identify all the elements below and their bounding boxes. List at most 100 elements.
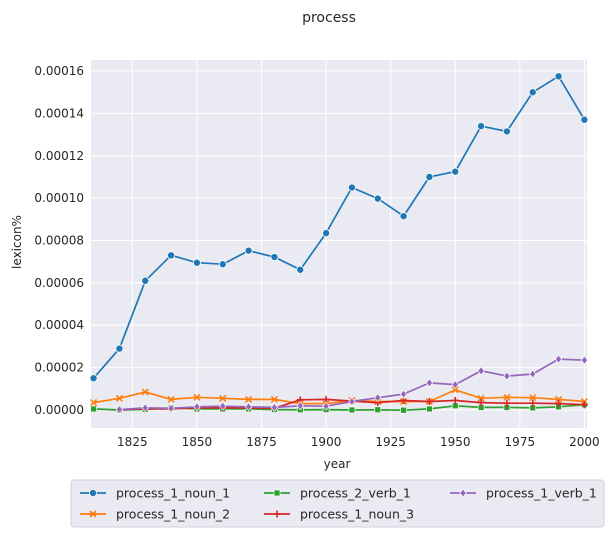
y-tick-label: 0.00008 — [34, 234, 84, 248]
y-tick-label: 0.00012 — [34, 149, 84, 163]
legend-item: process_2_verb_1 — [264, 486, 411, 501]
data-point — [528, 88, 537, 97]
data-point — [477, 399, 485, 407]
y-tick-label: 0.00000 — [34, 403, 84, 417]
x-tick-label: 1825 — [117, 435, 148, 449]
legend-label: process_1_noun_3 — [300, 507, 414, 522]
data-point — [219, 394, 227, 402]
data-point — [270, 402, 279, 413]
data-point — [115, 344, 124, 353]
series-process_1_verb_1 — [115, 354, 589, 415]
data-point — [529, 369, 537, 379]
data-point — [374, 406, 382, 414]
data-point — [244, 402, 253, 412]
data-point — [554, 72, 563, 81]
data-point — [115, 394, 123, 402]
plot-area — [91, 60, 587, 428]
legend-marker — [273, 510, 281, 518]
data-point — [141, 388, 149, 396]
x-axis-label: year — [324, 457, 351, 471]
data-point — [503, 393, 511, 401]
legend-box — [70, 479, 605, 528]
data-point — [400, 406, 407, 414]
data-point — [322, 401, 330, 411]
data-point — [141, 276, 150, 285]
y-tick-label: 0.00016 — [34, 64, 84, 78]
data-point — [219, 401, 227, 411]
data-point — [477, 394, 485, 402]
x-tick-label: 2000 — [569, 435, 600, 449]
data-point — [245, 395, 253, 403]
data-point — [89, 374, 98, 383]
data-point — [270, 395, 278, 403]
y-tick-label: 0.00006 — [34, 276, 84, 290]
data-point — [502, 127, 511, 136]
legend-label: process_1_noun_1 — [116, 486, 230, 501]
data-point — [218, 260, 227, 269]
data-point — [503, 399, 511, 407]
x-tick-label: 1975 — [505, 435, 536, 449]
data-point — [425, 398, 433, 406]
series-group — [89, 72, 589, 415]
series-process_1_noun_1 — [89, 72, 589, 383]
data-point — [115, 405, 124, 415]
data-point — [529, 399, 537, 407]
x-tick-label: 1875 — [246, 435, 277, 449]
data-point — [399, 212, 408, 221]
data-point — [167, 251, 176, 260]
y-axis-label: lexicon% — [10, 215, 24, 269]
data-point — [192, 258, 201, 267]
data-point — [425, 172, 434, 181]
data-point — [425, 378, 434, 388]
legend-item: process_1_noun_2 — [80, 507, 230, 522]
data-point — [374, 393, 382, 403]
data-point — [244, 246, 253, 255]
grid — [91, 60, 587, 428]
x-tick-label: 1950 — [440, 435, 471, 449]
data-point — [554, 354, 563, 364]
data-point — [193, 393, 201, 401]
y-tick-label: 0.00004 — [34, 318, 84, 332]
legend-label: process_2_verb_1 — [300, 486, 411, 501]
legend: process_1_noun_1 process_1_noun_2 process_… — [70, 479, 605, 528]
legend-marker — [89, 488, 98, 497]
series-line — [93, 389, 585, 405]
data-point — [141, 403, 149, 413]
data-point — [296, 265, 305, 274]
legend-marker — [89, 510, 97, 518]
data-point — [451, 380, 459, 390]
data-point — [451, 167, 460, 176]
data-point — [167, 403, 175, 413]
data-point — [580, 355, 589, 365]
data-point — [348, 406, 356, 414]
data-point — [373, 194, 382, 203]
legend-marker — [459, 488, 467, 498]
x-tick-labels: 1825 1850 1875 1900 1925 1950 1975 2000 — [117, 435, 600, 449]
data-point — [555, 395, 563, 403]
legend-item: process_1_verb_1 — [450, 486, 597, 501]
data-point — [503, 371, 511, 381]
chart-title: process — [302, 10, 356, 26]
data-point — [399, 389, 408, 399]
data-point — [347, 183, 356, 192]
data-point — [529, 394, 537, 402]
legend-label: process_1_noun_2 — [116, 507, 230, 522]
data-point — [90, 399, 98, 407]
legend-item: process_1_noun_3 — [264, 507, 414, 522]
data-point — [477, 366, 485, 376]
data-point — [555, 400, 563, 408]
legend-item: process_1_noun_1 — [80, 486, 230, 501]
x-tick-label: 1900 — [311, 435, 342, 449]
data-point — [580, 401, 588, 409]
data-point — [348, 396, 356, 407]
data-point — [296, 401, 304, 411]
data-point — [451, 396, 459, 404]
x-tick-label: 1850 — [182, 435, 213, 449]
x-tick-label: 1925 — [375, 435, 406, 449]
data-point — [451, 386, 459, 394]
y-tick-label: 0.00014 — [34, 106, 84, 120]
data-point — [426, 405, 433, 413]
data-point — [270, 253, 279, 262]
data-point — [167, 395, 175, 403]
